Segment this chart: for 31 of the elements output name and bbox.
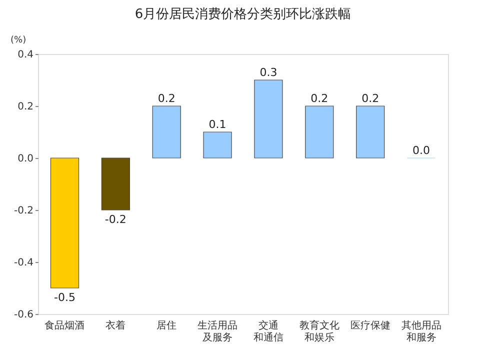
y-axis-title: (%) <box>10 36 26 46</box>
data-label: -0.5 <box>54 291 76 304</box>
x-tick-label: 医疗保健 <box>350 320 390 332</box>
x-tick-label: 其他用品和服务 <box>401 320 442 344</box>
chart-title: 6月份居民消费价格分类别环比涨跌幅 <box>134 7 352 22</box>
x-tick-label: 教育文化和娱乐 <box>299 320 340 344</box>
y-tick-label: 0.4 <box>18 50 34 60</box>
x-tick-label: 交通和通信 <box>253 320 284 344</box>
y-tick-label: -0.6 <box>14 310 34 320</box>
data-label: 0.2 <box>310 92 328 105</box>
y-tick-label: 0.0 <box>18 154 34 164</box>
bar <box>356 106 385 158</box>
data-label: 0.0 <box>412 144 430 157</box>
data-label: 0.2 <box>362 92 380 105</box>
x-tick-label: 生活用品及服务 <box>198 320 238 344</box>
data-label: 0.3 <box>260 66 278 79</box>
x-tick-label: 居住 <box>156 320 177 332</box>
y-tick-label: -0.4 <box>14 258 34 268</box>
bar <box>305 106 334 158</box>
y-tick-label: -0.2 <box>14 206 34 216</box>
bar <box>101 158 130 210</box>
data-label: 0.2 <box>158 92 176 105</box>
bar <box>203 132 232 158</box>
data-label: 0.1 <box>208 118 226 131</box>
data-label: -0.2 <box>104 213 126 226</box>
y-tick-label: 0.2 <box>18 102 34 112</box>
bar <box>50 158 80 288</box>
x-tick-label: 食品烟酒 <box>44 320 85 332</box>
x-tick-label: 衣着 <box>106 320 126 332</box>
bar <box>254 80 283 158</box>
bar <box>152 106 181 158</box>
